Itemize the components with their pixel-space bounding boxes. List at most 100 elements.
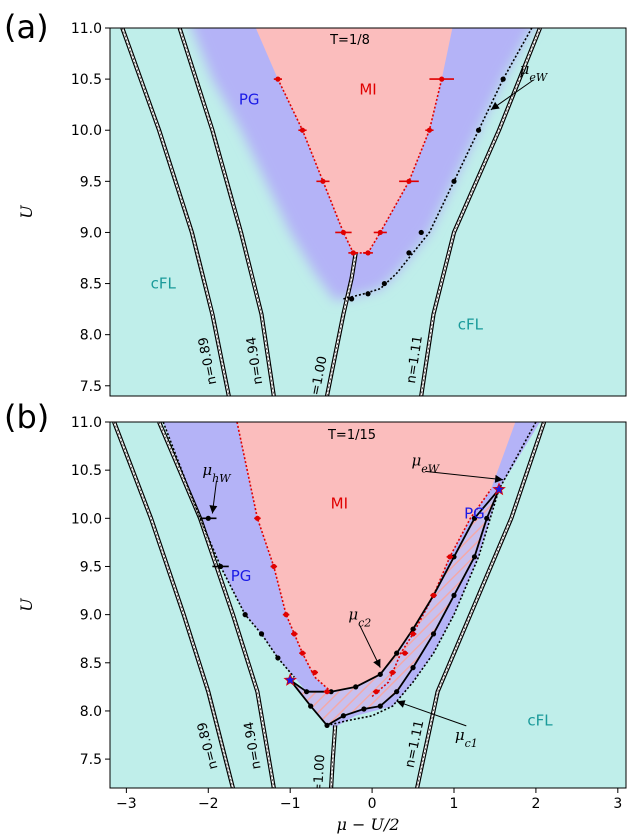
isodensity-line-a-3-center [420,28,541,396]
panel-a-mi-region [255,28,453,253]
panel-a-pg-point-3 [418,229,424,236]
panel-a-y-axis-title: U [17,205,36,219]
panel-a-ytick-label-1: 8.0 [80,328,102,344]
isodensity-line-a-1-center [179,28,275,396]
panel-a-pg-point-4 [406,250,412,256]
panel-b-mi-left-point-4 [299,650,306,656]
panel-b: (b) n=0.89 n=0.94n=1.00n=1.11MIPGPGcFLμhW… [4,398,627,834]
panel-a-mi-point-0 [275,76,281,82]
isodensity-line-a-0-center [122,28,230,396]
panel-a-mi-point-3 [340,229,347,236]
annotation-arrow-b-3 [396,700,467,727]
panel-a-tag: (a) [4,8,49,46]
panel-b-mu-c1-point-4 [361,706,367,712]
panel-b-ytick-label-3: 9.0 [80,608,102,624]
region-label-b-2: PG [464,504,485,522]
panel-b-xtick-label-2: −1 [280,796,301,812]
panel-b-mi-right-point-2 [402,650,408,656]
annotation-arrowhead-b-0 [209,505,218,514]
panel-b-mi-left-point-3 [291,631,297,637]
panel-b-mi-right-point-1 [389,669,396,676]
isodensity-label-b-2: n=1.00 [311,754,329,803]
panel-b-ticks: 7.5 8.0 8.5 9.0 9.5 10.0 10.5 11.0 −3 −2 −1 0 1 2 3 [71,415,622,812]
panel-b-mu-c2-point-6 [410,626,416,632]
panel-a: (a) n=0.89 n=0.94 n=1.00 n=1.11PGMIcFLcFLμe… [4,8,627,397]
panel-a-mi-point-2 [320,178,326,184]
region-label-a-3: cFL [458,316,484,334]
panel-b-xtick-label-3: 0 [368,796,377,812]
annotation-label-b-2: μc2 [348,605,371,629]
panel-a-pg-point-6 [365,291,371,297]
panel-a-ytick-label-3: 9.0 [80,225,102,241]
isodensity-line-b-3-inner [416,422,545,788]
panel-a-pg-point-0 [500,76,506,82]
panel-b-ytick-label-2: 8.5 [80,656,102,672]
panel-a-temperature: T=1/8 [329,33,370,48]
panel-b-xtick-label-6: 3 [613,796,622,812]
panel-b-xtick-label-1: −2 [198,796,219,812]
panel-b-ytick-label-6: 10.5 [71,463,102,479]
panel-b-mu-c2-point-9 [471,515,478,521]
panel-b-mu-c1-point-11 [484,515,490,521]
panel-a-mi-point-8 [426,127,433,133]
annotation-arrow-a-0 [490,79,534,111]
panel-b-mi-left-point-5 [312,669,318,676]
panel-a-frame [109,27,627,397]
panel-b-ew-curve [326,422,537,727]
panel-b-critical-point-1 [492,482,506,496]
panel-a-pg-point-1 [475,127,482,133]
panel-b-hw-point-3 [258,631,265,637]
panel-a-ytick-label-7: 11.0 [71,21,102,37]
panel-a-ytick-label-5: 10.0 [71,123,102,139]
panel-a-mi-point-5 [365,250,371,256]
isodensity-line-b-1-center [158,422,275,788]
annotation-arrowhead-b-1 [494,474,504,483]
annotation-label-a-0: μeW [520,60,549,84]
isodensity-label-a-3: n=1.11 [404,335,426,385]
panel-a-ytick-label-4: 9.5 [80,174,102,190]
region-label-b-0: MI [331,495,348,513]
panel-b-mu-c1-point-6 [394,689,400,695]
panel-a-pg-point-7 [349,296,355,302]
panel-b-mu-c2-point-4 [377,671,383,677]
panel-b-mu-c2-point-1 [303,689,310,695]
panel-b-critical-point-0 [283,672,297,686]
panel-b-mi-right-point-3 [410,631,416,637]
region-label-a-1: MI [359,80,376,98]
panel-b-ytick-label-7: 11.0 [71,415,102,431]
panel-a-mi-point-1 [299,127,306,133]
panel-b-mi-right-point-0 [373,689,379,695]
panel-b-mu-c1-point-1 [308,703,314,709]
annotation-label-b-3: μc1 [455,726,478,750]
panel-b-hw-point-1 [217,563,224,570]
annotation-arrowhead-b-2 [373,658,381,668]
panel-b-xtick-label-0: −3 [116,796,137,812]
panel-a-mi-boundary [277,78,443,254]
panel-a-mi-point-6 [377,229,383,236]
panel-a-mi-point-4 [350,250,356,256]
panel-b-mu-c1-point-7 [410,665,416,671]
panel-b-xtick-label-5: 2 [531,796,540,812]
annotation-label-b-0: μhW [202,461,232,485]
panel-b-mu-c2-point-5 [394,650,400,656]
panel-b-y-axis-title: U [17,598,36,612]
panel-a-mi-point-7 [406,178,412,184]
panel-b-mi-region [237,422,516,697]
isodensity-line-b-0-center [113,422,234,788]
panel-b-mu-c1-point-9 [451,592,457,598]
panel-b-mu-c1-point-8 [430,631,437,637]
panel-b-mu-c2-point-3 [353,684,359,690]
isodensity-line-b-2-center [330,725,336,788]
panel-a-pg-edge [343,28,533,300]
panel-a-ytick-label-0: 7.5 [80,379,102,395]
panel-b-mi-left-point-1 [271,563,277,570]
panel-b-frame [109,421,627,789]
isodensity-line-a-2-center [326,252,356,396]
panel-b-mi-boundary-right [371,488,492,698]
panel-a-mi-point-9 [439,76,445,82]
isodensity-label-a-1: n=0.94 [244,336,266,386]
region-label-b-1: PG [231,567,252,585]
panel-b-mi-left-point-6 [324,689,330,695]
